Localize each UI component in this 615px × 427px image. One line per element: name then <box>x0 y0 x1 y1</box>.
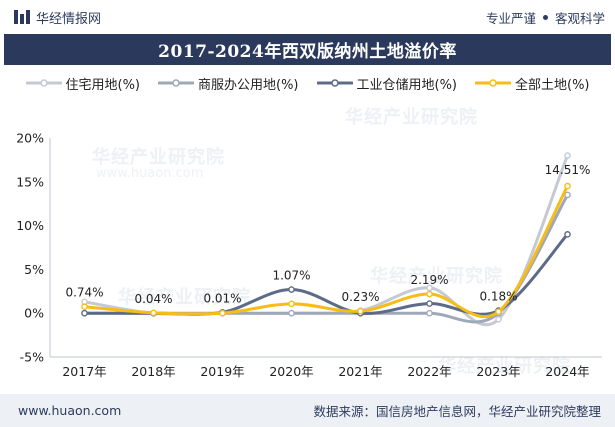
data-point-all-land <box>357 307 364 315</box>
data-point-industrial <box>564 231 571 238</box>
data-point-residential <box>564 152 571 159</box>
data-point-industrial <box>81 309 88 317</box>
footer: www.huaon.com 数据来源：国信房地产信息网，华经产业研究院整理 <box>0 394 615 427</box>
legend-marker <box>330 79 339 87</box>
legend-swatch-all-land <box>475 79 511 87</box>
legend-marker <box>39 79 48 87</box>
legend-label-industrial: 工业仓储用地(%) <box>356 77 458 93</box>
legend-item-residential: 住宅用地(%) <box>25 74 141 93</box>
chart-title: 2017-2024年西双版纳州土地溢价率 <box>4 34 611 65</box>
y-tick-label: 5% <box>24 262 44 277</box>
brand-name: 华经情报网 <box>36 11 102 27</box>
legend-swatch-commercial <box>158 79 194 87</box>
legend-label-commercial: 商服办公用地(%) <box>198 77 299 93</box>
y-tick-label: 20% <box>16 131 44 146</box>
data-point-commercial <box>288 309 295 317</box>
y-tick-label: 15% <box>16 174 44 189</box>
data-point-all-land <box>219 309 226 317</box>
brand: 华经情报网 <box>14 8 101 27</box>
tagline-left: 专业严谨 <box>485 10 536 26</box>
x-tick-label: 2022年 <box>407 364 451 379</box>
data-point-industrial <box>426 300 433 307</box>
data-label: 14.51% <box>545 163 591 177</box>
tagline-right: 客观科学 <box>554 10 605 26</box>
data-point-industrial <box>288 286 295 293</box>
footer-url: www.huaon.com <box>18 403 122 418</box>
legend-label-all-land: 全部土地(%) <box>515 77 590 93</box>
x-tick-label: 2023年 <box>476 364 520 379</box>
x-tick-label: 2019年 <box>200 364 244 379</box>
footer-source: 数据来源：国信房地产信息网，华经产业研究院整理 <box>313 404 601 419</box>
data-label: 0.74% <box>65 286 103 300</box>
data-point-all-land <box>150 309 157 317</box>
data-point-all-land <box>564 182 571 190</box>
legend-swatch-residential <box>25 79 62 87</box>
data-point-commercial <box>426 309 433 317</box>
data-label: 2.19% <box>410 273 448 287</box>
chart-legend: 住宅用地(%) 商服办公用地(%) 工业仓储用地(%) 全部土地(%) <box>0 70 615 96</box>
data-label: 0.04% <box>134 292 172 306</box>
data-label: 0.18% <box>479 290 517 304</box>
y-tick-label: -5% <box>20 350 44 365</box>
data-point-residential <box>495 316 502 323</box>
legend-swatch-industrial <box>316 79 353 87</box>
legend-item-industrial: 工业仓储用地(%) <box>316 74 458 93</box>
data-point-all-land <box>495 308 502 315</box>
legend-item-commercial: 商服办公用地(%) <box>158 74 299 93</box>
data-point-all-land <box>426 290 433 298</box>
x-tick-label: 2017年 <box>62 364 106 379</box>
y-tick-label: 10% <box>16 218 44 233</box>
tagline: 专业严谨 客观科学 <box>486 8 605 27</box>
x-tick-label: 2024年 <box>545 364 589 379</box>
x-tick-label: 2021年 <box>338 364 382 379</box>
legend-item-all-land: 全部土地(%) <box>475 74 590 93</box>
data-label: 0.01% <box>203 291 241 305</box>
data-point-commercial <box>564 191 571 199</box>
data-point-all-land <box>81 303 88 311</box>
data-point-all-land <box>288 300 295 308</box>
x-tick-label: 2018年 <box>131 364 175 379</box>
legend-marker <box>172 79 180 87</box>
data-point-residential <box>426 284 433 292</box>
line-chart: -5% 0% 5% 10% 15% 20% 2017年 2018年 2019年 2020年 2021… <box>16 131 602 379</box>
separator-dot-icon <box>542 14 548 20</box>
legend-marker <box>489 79 497 87</box>
legend-label-residential: 住宅用地(%) <box>65 77 141 93</box>
top-bar: 华经情报网 专业严谨 客观科学 <box>0 0 615 34</box>
y-tick-label: 0% <box>24 306 44 321</box>
x-tick-label: 2020年 <box>269 364 313 379</box>
data-label: 0.23% <box>341 290 379 304</box>
data-label: 1.07% <box>272 269 310 283</box>
logo-icon <box>14 10 30 24</box>
